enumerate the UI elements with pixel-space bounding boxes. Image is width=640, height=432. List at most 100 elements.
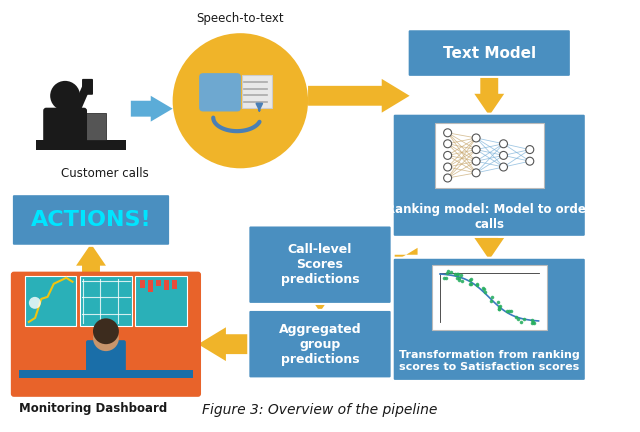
Circle shape (499, 140, 508, 148)
Point (442, 270, 452, 277)
Text: Figure 3: Overview of the pipeline: Figure 3: Overview of the pipeline (202, 403, 438, 417)
Point (472, 280, 483, 287)
FancyBboxPatch shape (36, 140, 126, 150)
Point (513, 316, 524, 323)
Point (465, 276, 475, 283)
FancyBboxPatch shape (393, 114, 586, 237)
Point (527, 317, 537, 324)
Polygon shape (390, 248, 417, 282)
Point (452, 274, 462, 281)
Point (493, 303, 504, 310)
Point (441, 275, 451, 282)
Point (446, 268, 456, 275)
Text: Text Model: Text Model (443, 45, 536, 60)
Point (466, 275, 476, 282)
FancyBboxPatch shape (199, 73, 241, 111)
FancyBboxPatch shape (80, 276, 132, 326)
Point (486, 298, 496, 305)
Text: Monitoring Dashboard: Monitoring Dashboard (19, 402, 167, 415)
Point (454, 274, 464, 281)
Point (480, 288, 490, 295)
Polygon shape (308, 79, 410, 113)
Point (456, 271, 466, 278)
FancyBboxPatch shape (432, 265, 547, 330)
Point (495, 303, 505, 310)
Point (439, 274, 449, 281)
Circle shape (444, 174, 452, 182)
Point (450, 271, 460, 278)
Polygon shape (474, 235, 504, 260)
Text: Ranking model: Model to order
calls: Ranking model: Model to order calls (387, 203, 592, 231)
FancyBboxPatch shape (12, 194, 170, 246)
Circle shape (472, 157, 480, 165)
Text: Customer calls: Customer calls (61, 167, 149, 180)
Point (465, 280, 475, 287)
Point (516, 318, 526, 325)
FancyBboxPatch shape (248, 226, 392, 304)
Point (454, 277, 465, 284)
FancyBboxPatch shape (172, 280, 177, 289)
Point (506, 308, 516, 314)
Text: Speech-to-text: Speech-to-text (196, 12, 284, 25)
FancyBboxPatch shape (82, 79, 93, 95)
Polygon shape (131, 96, 173, 122)
Circle shape (444, 140, 452, 148)
Circle shape (93, 318, 119, 344)
Circle shape (173, 33, 308, 168)
FancyBboxPatch shape (11, 272, 201, 397)
FancyBboxPatch shape (25, 276, 76, 326)
FancyBboxPatch shape (86, 340, 126, 372)
Point (529, 319, 539, 326)
Text: ACTIONS!: ACTIONS! (31, 210, 151, 230)
Point (527, 319, 537, 326)
Circle shape (526, 157, 534, 165)
Point (477, 284, 488, 291)
FancyBboxPatch shape (136, 276, 187, 326)
Circle shape (50, 81, 80, 111)
Polygon shape (305, 290, 335, 312)
Point (472, 281, 482, 288)
Point (511, 314, 522, 321)
Point (494, 306, 504, 313)
Point (452, 271, 462, 278)
Point (443, 267, 453, 274)
FancyBboxPatch shape (248, 310, 392, 378)
Polygon shape (198, 327, 250, 361)
FancyBboxPatch shape (140, 280, 145, 288)
Point (486, 294, 497, 301)
FancyBboxPatch shape (66, 113, 106, 140)
Circle shape (472, 169, 480, 177)
Point (466, 281, 476, 288)
Text: Call-level
Scores
predictions: Call-level Scores predictions (281, 243, 359, 286)
Point (457, 278, 467, 285)
FancyBboxPatch shape (44, 108, 87, 149)
Circle shape (472, 134, 480, 142)
Circle shape (499, 163, 508, 171)
FancyBboxPatch shape (393, 258, 586, 381)
Polygon shape (474, 75, 504, 116)
Circle shape (444, 152, 452, 159)
Circle shape (472, 146, 480, 153)
Point (519, 316, 529, 323)
Text: Aggregated
group
predictions: Aggregated group predictions (278, 323, 362, 365)
FancyBboxPatch shape (164, 280, 169, 290)
Point (453, 271, 463, 278)
FancyBboxPatch shape (156, 280, 161, 286)
FancyBboxPatch shape (435, 123, 544, 187)
Point (493, 306, 504, 313)
Circle shape (444, 129, 452, 137)
FancyBboxPatch shape (19, 370, 193, 378)
Circle shape (526, 146, 534, 153)
Circle shape (29, 297, 41, 309)
Circle shape (499, 152, 508, 159)
Polygon shape (76, 244, 106, 275)
Point (493, 299, 503, 306)
Point (479, 286, 489, 292)
Circle shape (93, 325, 119, 351)
FancyBboxPatch shape (148, 280, 154, 292)
Point (504, 308, 514, 314)
Point (502, 308, 512, 314)
Text: Transformation from ranking
scores to Satisfaction scores: Transformation from ranking scores to Sa… (399, 350, 580, 372)
FancyBboxPatch shape (408, 29, 571, 77)
FancyBboxPatch shape (242, 75, 272, 108)
